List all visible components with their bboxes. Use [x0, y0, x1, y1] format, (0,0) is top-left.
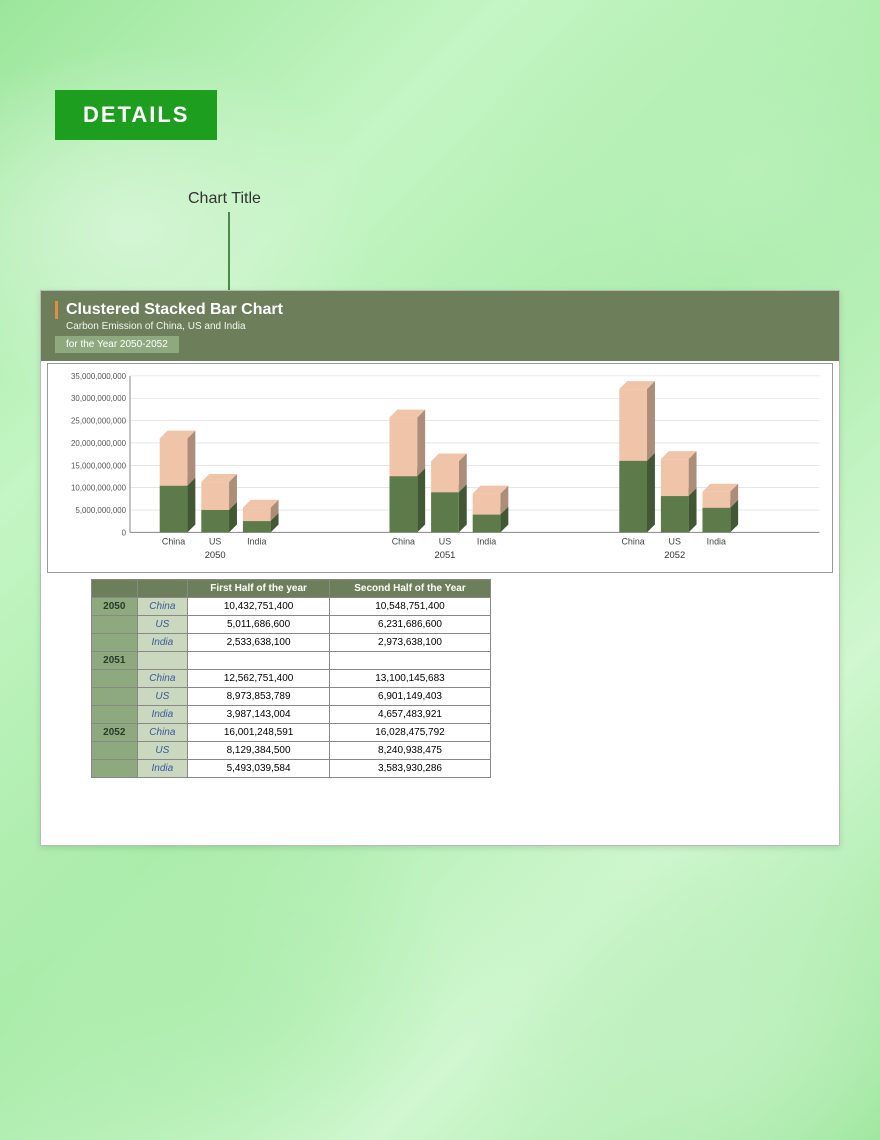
table-cell: 2051: [92, 652, 138, 670]
chart-year-range: for the Year 2050-2052: [55, 336, 179, 353]
table-cell: 4,657,483,921: [329, 706, 490, 724]
table-cell: [92, 706, 138, 724]
table-cell: China: [137, 598, 188, 616]
svg-text:25,000,000,000: 25,000,000,000: [71, 417, 127, 426]
table-row: 2052China16,001,248,59116,028,475,792: [92, 724, 491, 742]
table-cell: 10,432,751,400: [188, 598, 330, 616]
chart-subtitle: Carbon Emission of China, US and India: [55, 321, 825, 332]
table-cell: 5,493,039,584: [188, 760, 330, 778]
chart-title: Clustered Stacked Bar Chart: [55, 301, 825, 319]
table-row: India3,987,143,0044,657,483,921: [92, 706, 491, 724]
annotation-line: [228, 212, 230, 298]
table-cell: [188, 652, 330, 670]
table-row: India2,533,638,1002,973,638,100: [92, 634, 491, 652]
table-cell: 10,548,751,400: [329, 598, 490, 616]
svg-text:2052: 2052: [664, 549, 685, 560]
table-cell: 13,100,145,683: [329, 670, 490, 688]
table-cell: 2052: [92, 724, 138, 742]
svg-text:China: China: [162, 536, 185, 546]
table-header-cell: First Half of the year: [188, 580, 330, 598]
table-cell: India: [137, 634, 188, 652]
table-cell: 3,583,930,286: [329, 760, 490, 778]
table-row: China12,562,751,40013,100,145,683: [92, 670, 491, 688]
table-cell: 8,129,384,500: [188, 742, 330, 760]
table-cell: [92, 688, 138, 706]
table-cell: 6,901,149,403: [329, 688, 490, 706]
table-cell: 3,987,143,004: [188, 706, 330, 724]
svg-text:20,000,000,000: 20,000,000,000: [71, 439, 127, 448]
stacked-bar-chart: 0 5,000,000,000 10,000,000,000 15,000,000,0…: [48, 364, 832, 572]
svg-text:2050: 2050: [205, 549, 226, 560]
table-cell: 2,973,638,100: [329, 634, 490, 652]
annotation-chart-title: Chart Title: [188, 190, 261, 208]
data-table: First Half of the yearSecond Half of the…: [91, 579, 491, 778]
table-cell: [92, 634, 138, 652]
table-row: US8,129,384,5008,240,938,475: [92, 742, 491, 760]
table-cell: China: [137, 670, 188, 688]
table-cell: US: [137, 742, 188, 760]
details-badge: DETAILS: [55, 90, 217, 140]
svg-text:China: China: [622, 536, 645, 546]
table-cell: 16,001,248,591: [188, 724, 330, 742]
table-row: 2050China10,432,751,40010,548,751,400: [92, 598, 491, 616]
panel-header: Clustered Stacked Bar Chart Carbon Emiss…: [41, 291, 839, 361]
svg-text:India: India: [707, 536, 726, 546]
svg-text:2051: 2051: [435, 549, 456, 560]
table-cell: India: [137, 760, 188, 778]
table-cell: 8,240,938,475: [329, 742, 490, 760]
svg-text:5,000,000,000: 5,000,000,000: [75, 506, 126, 515]
table-cell: 16,028,475,792: [329, 724, 490, 742]
table-cell: 12,562,751,400: [188, 670, 330, 688]
table-row: US8,973,853,7896,901,149,403: [92, 688, 491, 706]
table-header-cell: Second Half of the Year: [329, 580, 490, 598]
table-cell: India: [137, 706, 188, 724]
svg-text:India: India: [247, 536, 266, 546]
table-cell: US: [137, 616, 188, 634]
table-cell: 2050: [92, 598, 138, 616]
table-cell: US: [137, 688, 188, 706]
svg-text:China: China: [392, 536, 415, 546]
table-cell: China: [137, 724, 188, 742]
svg-text:0: 0: [122, 528, 127, 537]
table-cell: 8,973,853,789: [188, 688, 330, 706]
table-cell: [137, 652, 188, 670]
table-cell: 6,231,686,600: [329, 616, 490, 634]
table-cell: [329, 652, 490, 670]
svg-text:US: US: [439, 536, 451, 546]
svg-text:US: US: [669, 536, 681, 546]
table-header-cell: [137, 580, 188, 598]
table-cell: [92, 616, 138, 634]
template-panel: Clustered Stacked Bar Chart Carbon Emiss…: [40, 290, 840, 846]
table-cell: [92, 742, 138, 760]
svg-text:35,000,000,000: 35,000,000,000: [71, 372, 127, 381]
table-row: 2051: [92, 652, 491, 670]
table-row: India5,493,039,5843,583,930,286: [92, 760, 491, 778]
table-cell: 2,533,638,100: [188, 634, 330, 652]
table-cell: [92, 670, 138, 688]
data-table-wrap: First Half of the yearSecond Half of the…: [91, 579, 491, 778]
svg-text:US: US: [209, 536, 221, 546]
table-header-cell: [92, 580, 138, 598]
svg-text:10,000,000,000: 10,000,000,000: [71, 484, 127, 493]
table-row: US5,011,686,6006,231,686,600: [92, 616, 491, 634]
svg-text:India: India: [477, 536, 496, 546]
chart-area: 0 5,000,000,000 10,000,000,000 15,000,000,0…: [47, 363, 833, 573]
svg-text:30,000,000,000: 30,000,000,000: [71, 394, 127, 403]
table-cell: [92, 760, 138, 778]
svg-text:15,000,000,000: 15,000,000,000: [71, 461, 127, 470]
table-cell: 5,011,686,600: [188, 616, 330, 634]
